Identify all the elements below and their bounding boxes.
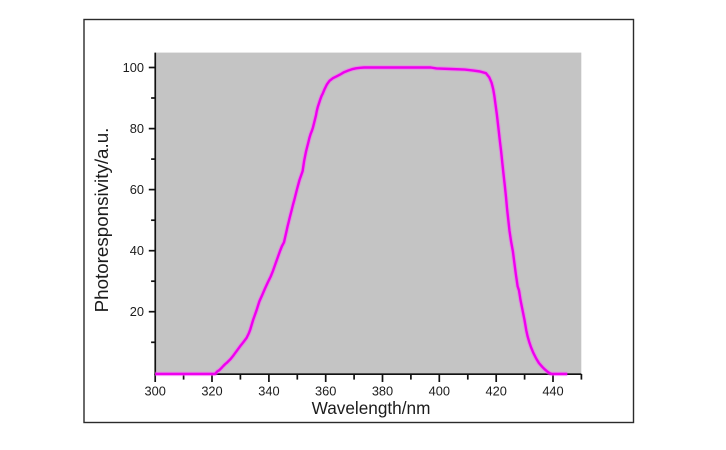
svg-text:300: 300: [145, 384, 166, 399]
svg-text:340: 340: [258, 384, 279, 399]
svg-text:40: 40: [130, 243, 144, 258]
svg-text:360: 360: [315, 384, 336, 399]
svg-text:440: 440: [542, 384, 563, 399]
svg-text:380: 380: [372, 384, 393, 399]
svg-text:20: 20: [130, 304, 144, 319]
svg-text:100: 100: [123, 60, 144, 75]
svg-text:Wavelength/nm: Wavelength/nm: [312, 398, 431, 418]
svg-text:60: 60: [130, 182, 144, 197]
svg-text:Photoresponsivity/a.u.: Photoresponsivity/a.u.: [91, 128, 112, 313]
svg-text:400: 400: [429, 384, 450, 399]
svg-text:320: 320: [201, 384, 222, 399]
svg-text:80: 80: [130, 121, 144, 136]
svg-text:420: 420: [486, 384, 507, 399]
